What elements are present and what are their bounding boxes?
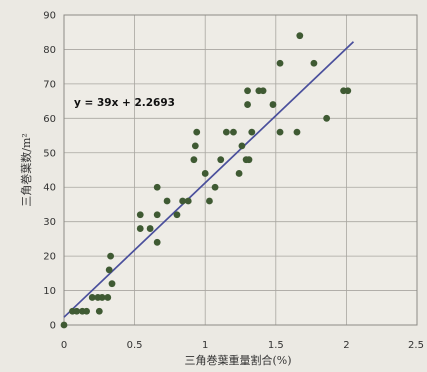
data-point (98, 294, 106, 301)
data-point (153, 183, 161, 191)
data-point (211, 183, 219, 191)
x-tick-label: 0.5 (127, 340, 143, 351)
x-tick-label: 0 (61, 340, 67, 351)
data-point (88, 294, 96, 301)
data-point (248, 128, 256, 136)
data-point (310, 59, 318, 67)
data-point (230, 128, 237, 136)
y-tick-label: 90 (43, 11, 56, 22)
plot-area (64, 15, 417, 325)
data-point (244, 101, 251, 108)
y-tick-label: 30 (43, 217, 56, 228)
x-tick-label: 1.5 (268, 340, 284, 351)
trendline-equation: y = 39x + 2.2693 (74, 97, 175, 109)
y-tick-label: 70 (43, 79, 56, 90)
data-point (193, 128, 201, 136)
x-tick-label: 2 (343, 340, 349, 351)
data-point (191, 142, 199, 150)
data-point (276, 128, 284, 136)
y-tick-label: 10 (43, 286, 56, 297)
y-axis-label: 三角巻葉数/m² (19, 133, 33, 207)
data-point (146, 225, 154, 232)
data-point (245, 156, 253, 164)
data-point (108, 280, 116, 288)
data-point (344, 87, 352, 95)
data-point (190, 156, 198, 164)
data-point (153, 238, 161, 246)
data-point (136, 225, 144, 232)
data-point (136, 211, 144, 219)
y-tick-label: 0 (50, 321, 56, 332)
data-point (73, 307, 81, 315)
data-point (296, 32, 304, 40)
data-point (206, 197, 213, 205)
data-point (163, 197, 171, 205)
data-point (60, 321, 68, 329)
data-point (179, 197, 187, 205)
data-point (153, 211, 161, 219)
data-point (184, 197, 192, 205)
data-point (269, 101, 277, 108)
data-point (95, 307, 103, 315)
data-point (244, 87, 251, 95)
data-point (83, 307, 90, 315)
data-point (217, 156, 225, 164)
x-axis-label: 三角巻葉重量割合(%) (184, 353, 291, 367)
data-point (173, 211, 181, 219)
y-tick-label: 20 (43, 252, 56, 263)
y-tick-label: 50 (43, 148, 56, 159)
plot-frame (63, 14, 418, 326)
data-point (238, 142, 246, 150)
data-point (222, 128, 230, 136)
data-point (323, 114, 331, 122)
data-point (293, 128, 301, 136)
data-point (201, 170, 209, 177)
data-point (259, 87, 267, 95)
data-point (276, 59, 284, 67)
y-tick-label: 80 (43, 45, 56, 56)
x-tick-label: 2.5 (408, 340, 424, 351)
x-tick-label: 1 (202, 340, 208, 351)
y-tick-label: 40 (43, 183, 56, 194)
data-point (105, 266, 113, 274)
data-point (107, 252, 114, 260)
y-tick-label: 60 (43, 114, 56, 125)
plot-layer: 0 10 20 30 40 50 60 70 80 90 0 0.5 1 1.5 2 2.5 y = 39x +… (43, 11, 424, 352)
data-point (235, 170, 243, 177)
data-point (104, 294, 112, 301)
